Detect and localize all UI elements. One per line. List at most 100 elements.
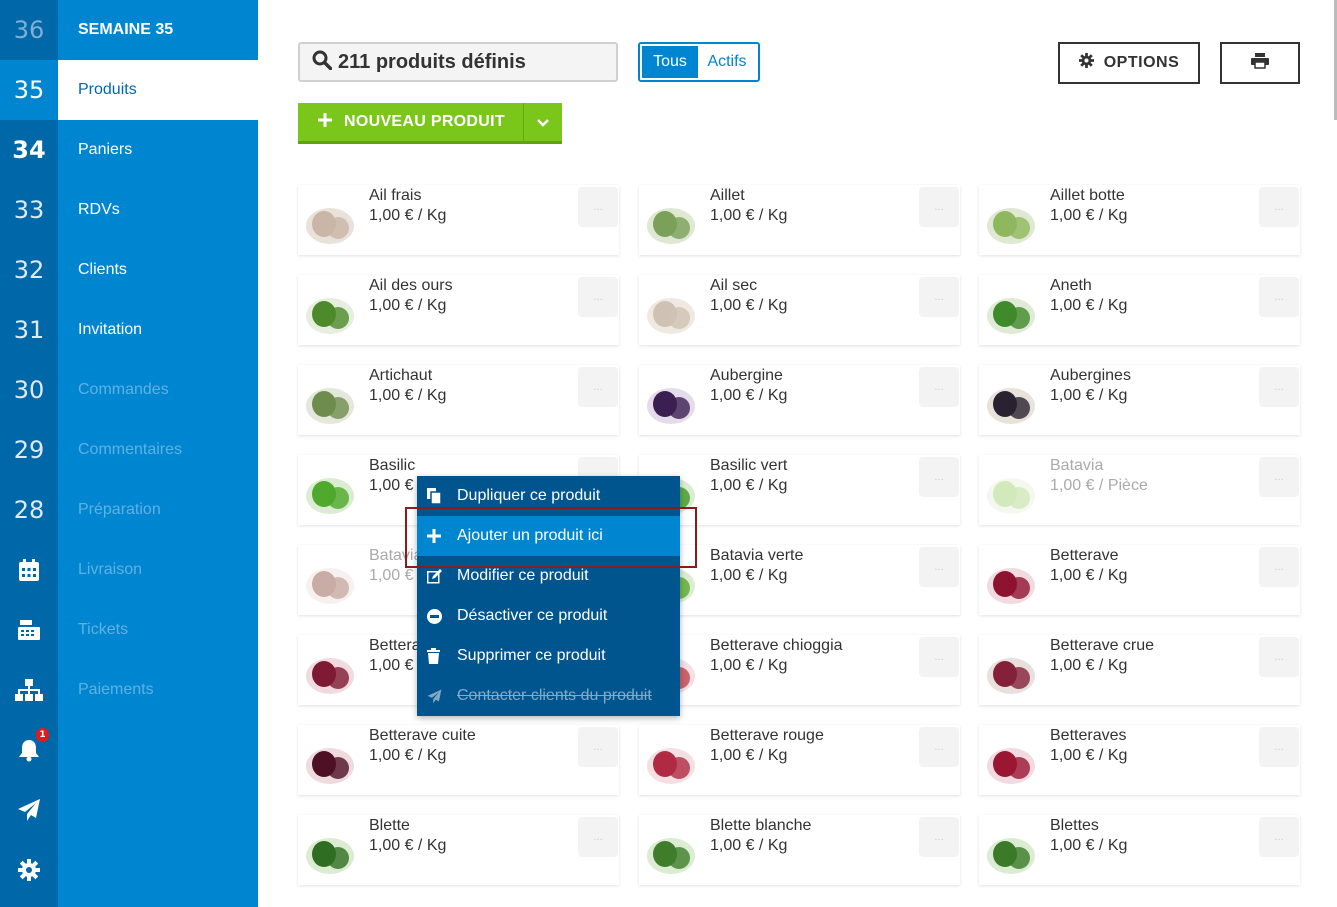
nav-item-invitation[interactable]: Invitation	[78, 321, 143, 338]
product-more-button[interactable]: ...	[578, 727, 618, 767]
week-34[interactable]: 34	[12, 136, 46, 164]
product-more-button[interactable]: ...	[1259, 187, 1299, 227]
product-more-button[interactable]: ...	[1259, 817, 1299, 857]
product-name: Betterave crue	[1050, 637, 1155, 654]
product-image	[981, 730, 1041, 790]
plus-icon	[318, 112, 332, 132]
nav-item-paniers[interactable]: Paniers	[78, 141, 133, 158]
filter-all-button[interactable]: Tous	[642, 46, 698, 78]
product-more-button[interactable]: ...	[1259, 727, 1299, 767]
product-card[interactable]: Betterave rouge 1,00 € / Kg...	[639, 725, 960, 795]
product-card[interactable]: Betterave crue 1,00 € / Kg...	[979, 635, 1300, 705]
product-card[interactable]: Ail sec 1,00 € / Kg...	[639, 275, 960, 345]
product-more-button[interactable]: ...	[578, 817, 618, 857]
product-card[interactable]: Batavia 1,00 € / Pièce...	[979, 455, 1300, 525]
product-more-button[interactable]: ...	[919, 547, 959, 587]
product-more-button[interactable]: ...	[1259, 637, 1299, 677]
product-price: 1,00 € / Kg	[1050, 297, 1128, 314]
product-more-button[interactable]: ...	[919, 637, 959, 677]
product-card[interactable]: Blette blanche 1,00 € / Kg...	[639, 815, 960, 885]
calendar-icon[interactable]	[0, 540, 58, 600]
nav-item-clients[interactable]: Clients	[78, 261, 127, 278]
product-image	[300, 460, 360, 520]
week-32[interactable]: 32	[13, 256, 45, 284]
week-35[interactable]: 35	[0, 60, 58, 120]
product-card[interactable]: Aubergines 1,00 € / Kg...	[979, 365, 1300, 435]
week-31[interactable]: 31	[13, 316, 45, 344]
nav-item-commentaires[interactable]: Commentaires	[78, 441, 183, 458]
new-product-dropdown[interactable]	[523, 103, 562, 144]
nav-item-preparation[interactable]: Préparation	[78, 501, 161, 518]
week-36[interactable]: 36	[13, 16, 45, 44]
product-more-button[interactable]: ...	[578, 187, 618, 227]
copy-icon	[427, 486, 457, 506]
product-more-button[interactable]: ...	[919, 367, 959, 407]
product-card[interactable]: Ail frais 1,00 € / Kg...	[298, 185, 619, 255]
nav-item-livraison[interactable]: Livraison	[78, 561, 143, 578]
sitemap-icon[interactable]	[0, 660, 58, 720]
product-card[interactable]: Basilic vert 1,00 € / Kg...	[639, 455, 960, 525]
product-more-button[interactable]: ...	[919, 457, 959, 497]
product-price: 1,00 € / Kg	[369, 837, 447, 854]
product-more-button[interactable]: ...	[578, 367, 618, 407]
product-more-button[interactable]: ...	[1259, 457, 1299, 497]
product-card[interactable]: Aubergine 1,00 € / Kg...	[639, 365, 960, 435]
nav-item-tickets[interactable]: Tickets	[78, 621, 129, 638]
product-card[interactable]: Artichaut 1,00 € / Kg...	[298, 365, 619, 435]
minus-circle-icon	[427, 606, 457, 626]
product-card[interactable]: Betterave chioggia 1,00 € / Kg...	[639, 635, 960, 705]
menu-item-delete[interactable]: Supprimer ce produit	[417, 636, 680, 676]
product-price: 1,00 € / Kg	[369, 747, 447, 764]
product-more-button[interactable]: ...	[919, 187, 959, 227]
product-image	[300, 190, 360, 250]
product-card[interactable]: Blettes 1,00 € / Kg...	[979, 815, 1300, 885]
week-title: SEMAINE 35	[78, 21, 174, 38]
search-box[interactable]: 211 produits définis	[298, 42, 618, 82]
product-name: Betterave chioggia	[710, 637, 843, 654]
bell-icon[interactable]: 1	[0, 720, 58, 780]
product-card[interactable]: Aneth 1,00 € / Kg...	[979, 275, 1300, 345]
product-more-button[interactable]: ...	[919, 277, 959, 317]
product-more-button[interactable]: ...	[1259, 277, 1299, 317]
week-29[interactable]: 29	[13, 436, 45, 464]
product-card[interactable]: Betterave 1,00 € / Kg...	[979, 545, 1300, 615]
menu-item-duplicate[interactable]: Dupliquer ce produit	[417, 476, 680, 516]
product-card[interactable]: Ail des ours 1,00 € / Kg...	[298, 275, 619, 345]
nav-item-paiements[interactable]: Paiements	[78, 681, 154, 698]
filter-active-button[interactable]: Actifs	[707, 53, 747, 70]
product-name: Aneth	[1050, 277, 1092, 294]
product-name: Ail sec	[710, 277, 758, 294]
nav-item-produits[interactable]: Produits	[58, 60, 258, 120]
week-30[interactable]: 30	[13, 376, 45, 404]
product-price: 1,00 € / Kg	[1050, 747, 1128, 764]
product-more-button[interactable]: ...	[919, 817, 959, 857]
product-card[interactable]: Betterave cuite 1,00 € / Kg...	[298, 725, 619, 795]
scrollbar[interactable]	[1334, 0, 1337, 120]
cash-register-icon[interactable]	[0, 600, 58, 660]
nav-item-rdvs[interactable]: RDVs	[78, 201, 120, 218]
product-image	[981, 640, 1041, 700]
menu-item-add-here[interactable]: Ajouter un produit ici	[417, 516, 680, 556]
gear-icon[interactable]	[0, 840, 58, 900]
week-28[interactable]: 28	[13, 496, 45, 524]
product-card[interactable]: Aillet 1,00 € / Kg...	[639, 185, 960, 255]
product-price: 1,00 € / Kg	[369, 297, 447, 314]
new-product-button[interactable]: NOUVEAU PRODUIT	[298, 103, 523, 144]
product-more-button[interactable]: ...	[919, 727, 959, 767]
print-button[interactable]	[1220, 42, 1300, 84]
product-price: 1,00 € / Pièce	[1050, 477, 1148, 494]
product-card[interactable]: Batavia verte 1,00 € / Kg...	[639, 545, 960, 615]
product-card[interactable]: Blette 1,00 € / Kg...	[298, 815, 619, 885]
product-more-button[interactable]: ...	[578, 277, 618, 317]
paper-plane-icon[interactable]	[0, 780, 58, 840]
product-card[interactable]: Betteraves 1,00 € / Kg...	[979, 725, 1300, 795]
nav-item-commandes[interactable]: Commandes	[78, 381, 169, 398]
options-button[interactable]: OPTIONS	[1058, 42, 1200, 84]
product-card[interactable]: Aillet botte 1,00 € / Kg...	[979, 185, 1300, 255]
product-more-button[interactable]: ...	[1259, 547, 1299, 587]
menu-item-edit[interactable]: Modifier ce produit	[417, 556, 680, 596]
product-more-button[interactable]: ...	[1259, 367, 1299, 407]
menu-item-deactivate[interactable]: Désactiver ce produit	[417, 596, 680, 636]
product-price: 1,00 € / Kg	[710, 207, 788, 224]
week-33[interactable]: 33	[13, 196, 45, 224]
